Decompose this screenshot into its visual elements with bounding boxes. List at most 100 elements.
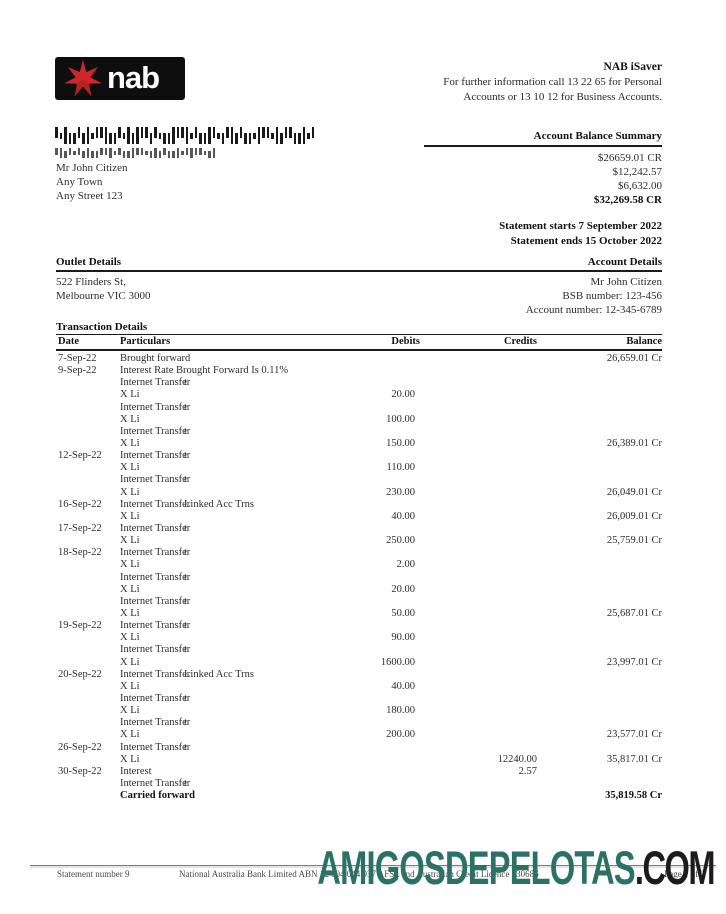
tx-particulars: X Li bbox=[120, 656, 140, 668]
outlet-address-line2: Melbourne VIC 3000 bbox=[56, 290, 151, 302]
tx-date: 12-Sep-22 bbox=[58, 450, 102, 462]
transaction-row: 17-Sep-22 Internet Transfer t bbox=[56, 523, 662, 535]
tx-particulars-detail: t bbox=[184, 717, 187, 729]
balance-summary-title: Account Balance Summary bbox=[424, 129, 662, 147]
tx-debit: 1600.00 bbox=[380, 656, 415, 668]
tx-particulars: Internet Transfer bbox=[120, 522, 191, 534]
tx-balance: 23,997.01 Cr bbox=[606, 656, 662, 668]
transaction-row: 18-Sep-22 Internet Transfer t bbox=[56, 547, 662, 559]
tx-particulars: Internet Transfer bbox=[120, 741, 191, 753]
account-number: Account number: 12-345-6789 bbox=[525, 304, 662, 316]
tx-particulars: X Li bbox=[120, 753, 140, 765]
tx-particulars: Internet Transfer bbox=[120, 547, 191, 559]
balance-summary-total: $32,269.58 CR bbox=[593, 194, 662, 206]
transaction-row: X Li 12240.00 35,817.01 Cr bbox=[56, 754, 662, 766]
transaction-row: X Li 40.00 bbox=[56, 681, 662, 693]
customer-address-line3: Any Street 123 bbox=[56, 190, 123, 202]
tx-particulars: X Li bbox=[120, 680, 140, 692]
tx-debit: 110.00 bbox=[386, 462, 416, 474]
tx-debit: 150.00 bbox=[386, 437, 415, 449]
tx-debit: 180.00 bbox=[386, 705, 415, 717]
tx-debit: 40.00 bbox=[391, 510, 415, 522]
transaction-row: 26-Sep-22 Internet Transfer t bbox=[56, 742, 662, 754]
tx-date: 7-Sep-22 bbox=[58, 353, 97, 364]
outlet-details: 522 Flinders St, Melbourne VIC 3000 bbox=[56, 275, 151, 317]
tx-particulars: X Li bbox=[120, 559, 140, 571]
postal-barcode-secondary bbox=[55, 148, 217, 158]
tx-particulars: X Li bbox=[120, 607, 140, 619]
tx-particulars: Internet Transfer bbox=[120, 401, 191, 413]
tx-particulars-detail: t bbox=[184, 450, 187, 462]
transaction-table-header: Date Particulars Debits Credits Balance bbox=[56, 335, 662, 351]
transaction-row: 7-Sep-22 Brought forward 26,659.01 Cr bbox=[56, 353, 662, 365]
tx-particulars-detail: t bbox=[184, 522, 187, 534]
tx-date: 20-Sep-22 bbox=[58, 668, 102, 680]
transaction-row: 30-Sep-22 Interest 2.57 bbox=[56, 766, 662, 778]
nab-logo: nab bbox=[55, 57, 185, 100]
tx-balance: 23,577.01 Cr bbox=[606, 729, 662, 741]
tx-date: 16-Sep-22 bbox=[58, 498, 102, 510]
customer-address-line2: Any Town bbox=[56, 176, 103, 188]
tx-particulars: X Li bbox=[120, 535, 140, 547]
transaction-row: Internet Transfer t bbox=[56, 693, 662, 705]
tx-particulars-detail: t bbox=[184, 425, 187, 437]
outlet-address-line1: 522 Flinders St, bbox=[56, 276, 126, 288]
tx-particulars: Internet Transfer bbox=[120, 571, 191, 583]
tx-particulars: Internet Transfer bbox=[120, 692, 191, 704]
page-number: Page 1 of 2 bbox=[664, 869, 705, 879]
bsb-number: BSB number: 123-456 bbox=[562, 290, 662, 302]
tx-particulars: Internet Transfer bbox=[120, 717, 191, 729]
tx-particulars: X Li bbox=[120, 583, 140, 595]
balance-summary-value: $12,242.57 bbox=[612, 166, 663, 178]
tx-particulars-detail: t bbox=[184, 692, 187, 704]
outlet-details-title: Outlet Details bbox=[56, 256, 122, 268]
postal-barcode bbox=[55, 127, 316, 144]
transaction-row: X Li 250.00 25,759.01 Cr bbox=[56, 535, 662, 547]
tx-debit: 20.00 bbox=[391, 389, 415, 401]
tx-particulars: Internet Transfer bbox=[120, 425, 191, 437]
details-section: Outlet Details Account Details 522 Flind… bbox=[56, 256, 662, 317]
account-balance-summary: Account Balance Summary $26659.01 CR $12… bbox=[424, 129, 662, 207]
tx-date: 9-Sep-22 bbox=[58, 365, 97, 377]
column-header-particulars: Particulars bbox=[120, 336, 171, 347]
tx-debit: 200.00 bbox=[386, 729, 415, 741]
transaction-row: Internet Transfer t bbox=[56, 778, 662, 790]
tx-debit: 100.00 bbox=[386, 413, 415, 425]
statement-header-info: NAB iSaver For further information call … bbox=[443, 60, 662, 105]
customer-address-block: Mr John Citizen Any Town Any Street 123 bbox=[56, 161, 128, 203]
transaction-row: X Li 2.00 bbox=[56, 559, 662, 571]
statement-period: Statement starts 7 September 2022 Statem… bbox=[499, 219, 662, 249]
tx-particulars-detail: t bbox=[184, 620, 187, 632]
column-header-debits: Debits bbox=[391, 336, 420, 347]
account-holder-name: Mr John Citizen bbox=[590, 276, 663, 288]
site-watermark: AMIGOSDEPELOTAS.COM bbox=[317, 841, 716, 897]
watermark-tld: .COM bbox=[634, 842, 716, 895]
tx-particulars: Internet Transfer bbox=[120, 450, 191, 462]
tx-credit: 12240.00 bbox=[497, 753, 537, 765]
tx-debit: 40.00 bbox=[391, 680, 415, 692]
tx-particulars-detail: t bbox=[184, 595, 187, 607]
tx-particulars: Internet Transfer bbox=[120, 644, 191, 656]
tx-date: 30-Sep-22 bbox=[58, 765, 102, 777]
tx-particulars: X Li bbox=[120, 389, 140, 401]
transaction-row: Internet Transfer t bbox=[56, 402, 662, 414]
tx-debit: 90.00 bbox=[391, 632, 415, 644]
tx-particulars: Internet Transfer bbox=[120, 474, 191, 486]
account-details-title: Account Details bbox=[587, 256, 662, 268]
tx-particulars-detail: t bbox=[184, 401, 187, 413]
tx-particulars-detail: t bbox=[184, 644, 187, 656]
transaction-row: Internet Transfer t bbox=[56, 426, 662, 438]
tx-date: 17-Sep-22 bbox=[58, 522, 102, 534]
tx-particulars-detail: Linked Acc Trns bbox=[184, 668, 255, 680]
tx-particulars: X Li bbox=[120, 413, 140, 425]
transaction-row: X Li 40.00 26,009.01 Cr bbox=[56, 511, 662, 523]
statement-end-date: Statement ends 15 October 2022 bbox=[510, 235, 662, 247]
tx-particulars: X Li bbox=[120, 486, 140, 498]
column-header-credits: Credits bbox=[503, 336, 537, 347]
transaction-row: X Li 230.00 26,049.01 Cr bbox=[56, 487, 662, 499]
transaction-row: Internet Transfer t bbox=[56, 596, 662, 608]
transaction-rows: 7-Sep-22 Brought forward 26,659.01 Cr 9-Sep… bbox=[56, 353, 662, 802]
transaction-row: X Li 200.00 23,577.01 Cr bbox=[56, 729, 662, 741]
tx-particulars: Internet Transfer bbox=[120, 377, 191, 389]
